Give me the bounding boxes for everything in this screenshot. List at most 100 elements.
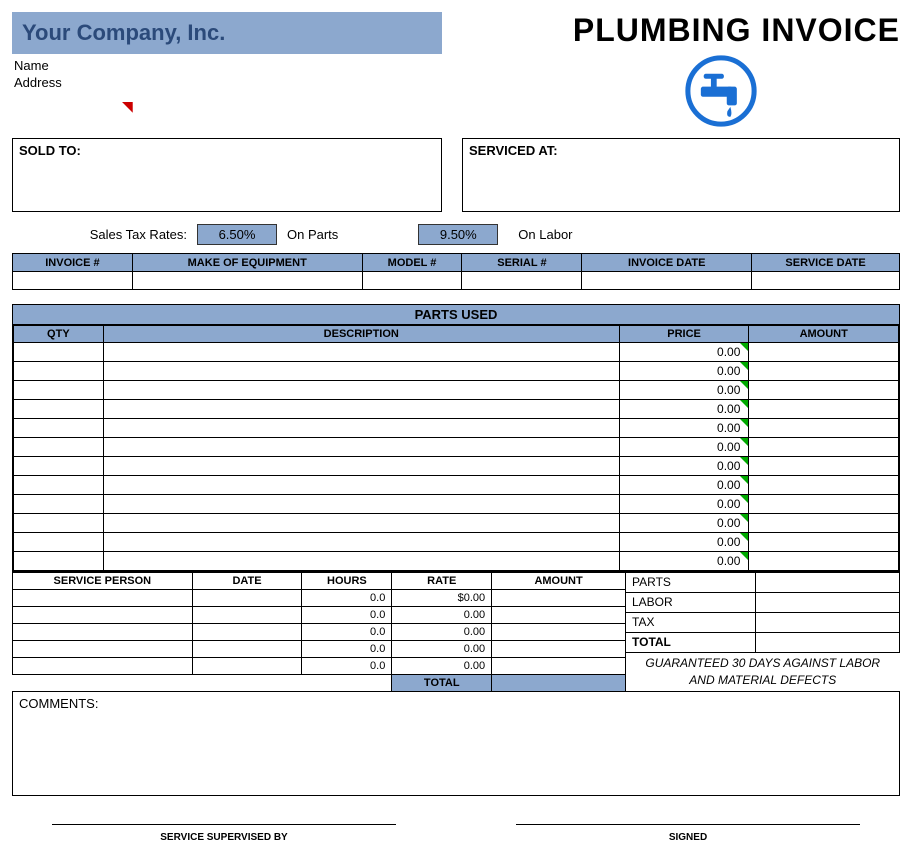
parts-cell[interactable] <box>103 438 619 457</box>
meta-cell[interactable] <box>13 272 133 290</box>
labor-cell[interactable] <box>492 658 626 675</box>
parts-cell[interactable] <box>749 362 899 381</box>
tax-labor-rate[interactable]: 9.50% <box>418 224 498 245</box>
labor-cell[interactable]: 0.0 <box>302 624 392 641</box>
parts-cell[interactable] <box>14 495 104 514</box>
parts-cell[interactable]: 0.00 <box>619 343 749 362</box>
parts-cell[interactable] <box>14 514 104 533</box>
parts-cell[interactable] <box>103 419 619 438</box>
parts-cell[interactable]: 0.00 <box>619 552 749 571</box>
meta-cell[interactable] <box>462 272 582 290</box>
summary-label: TOTAL <box>626 632 756 652</box>
meta-header: SERIAL # <box>462 254 582 272</box>
faucet-icon <box>573 55 900 130</box>
labor-cell[interactable]: 0.0 <box>302 607 392 624</box>
parts-cell[interactable] <box>103 343 619 362</box>
parts-cell[interactable] <box>14 552 104 571</box>
parts-cell[interactable]: 0.00 <box>619 362 749 381</box>
labor-cell[interactable]: 0.0 <box>302 658 392 675</box>
labor-cell[interactable] <box>492 590 626 607</box>
parts-header: AMOUNT <box>749 326 899 343</box>
labor-cell[interactable] <box>13 607 193 624</box>
parts-cell[interactable] <box>14 476 104 495</box>
parts-cell[interactable]: 0.00 <box>619 476 749 495</box>
comments-box[interactable]: COMMENTS: <box>12 691 900 796</box>
parts-cell[interactable]: 0.00 <box>619 533 749 552</box>
parts-cell[interactable] <box>749 400 899 419</box>
serviced-at-box[interactable]: SERVICED AT: <box>462 138 900 212</box>
labor-cell[interactable] <box>192 641 302 658</box>
parts-cell[interactable] <box>103 362 619 381</box>
labor-cell[interactable] <box>492 607 626 624</box>
labor-cell[interactable] <box>192 624 302 641</box>
tax-parts-rate[interactable]: 6.50% <box>197 224 277 245</box>
labor-cell[interactable] <box>13 624 193 641</box>
parts-cell[interactable] <box>103 476 619 495</box>
labor-cell[interactable] <box>13 641 193 658</box>
parts-cell[interactable] <box>103 514 619 533</box>
labor-header: HOURS <box>302 573 392 590</box>
meta-cell[interactable] <box>362 272 462 290</box>
labor-cell[interactable] <box>492 641 626 658</box>
meta-cell[interactable] <box>582 272 752 290</box>
parts-cell[interactable] <box>14 400 104 419</box>
labor-cell[interactable]: 0.00 <box>392 641 492 658</box>
parts-cell[interactable]: 0.00 <box>619 495 749 514</box>
parts-cell[interactable] <box>749 419 899 438</box>
parts-cell[interactable] <box>103 533 619 552</box>
labor-cell[interactable] <box>192 658 302 675</box>
parts-cell[interactable] <box>749 381 899 400</box>
parts-cell[interactable]: 0.00 <box>619 514 749 533</box>
labor-cell[interactable]: 0.00 <box>392 607 492 624</box>
parts-cell[interactable]: 0.00 <box>619 457 749 476</box>
labor-cell[interactable]: 0.0 <box>302 590 392 607</box>
parts-cell[interactable] <box>14 533 104 552</box>
labor-cell[interactable]: 0.0 <box>302 641 392 658</box>
parts-cell[interactable] <box>103 457 619 476</box>
sold-to-box[interactable]: SOLD TO: <box>12 138 442 212</box>
parts-cell[interactable] <box>749 438 899 457</box>
parts-cell[interactable] <box>749 343 899 362</box>
parts-cell[interactable]: 0.00 <box>619 381 749 400</box>
labor-cell[interactable] <box>492 624 626 641</box>
parts-cell[interactable] <box>749 552 899 571</box>
parts-cell[interactable] <box>103 381 619 400</box>
summary-label: PARTS <box>626 573 756 593</box>
invoice-title: PLUMBING INVOICE <box>573 12 900 49</box>
parts-cell[interactable]: 0.00 <box>619 400 749 419</box>
supervised-signature-line[interactable] <box>52 824 396 828</box>
parts-cell[interactable] <box>749 514 899 533</box>
cell-comment-marker: ◥ <box>12 98 442 115</box>
parts-cell[interactable] <box>14 343 104 362</box>
summary-label: TAX <box>626 612 756 632</box>
parts-cell[interactable] <box>749 495 899 514</box>
parts-cell[interactable] <box>103 495 619 514</box>
labor-cell[interactable]: 0.00 <box>392 624 492 641</box>
parts-cell[interactable] <box>103 400 619 419</box>
supervised-label: SERVICE SUPERVISED BY <box>52 832 396 843</box>
parts-cell[interactable] <box>749 533 899 552</box>
parts-cell[interactable] <box>14 362 104 381</box>
signed-label: SIGNED <box>516 832 860 843</box>
meta-cell[interactable] <box>752 272 900 290</box>
parts-table: QTYDESCRIPTIONPRICEAMOUNT 0.000.000.000.… <box>13 325 899 571</box>
labor-cell[interactable] <box>13 590 193 607</box>
meta-cell[interactable] <box>132 272 362 290</box>
parts-cell[interactable]: 0.00 <box>619 419 749 438</box>
parts-cell[interactable] <box>14 457 104 476</box>
labor-cell[interactable]: 0.00 <box>392 658 492 675</box>
parts-cell[interactable] <box>103 552 619 571</box>
parts-cell[interactable] <box>14 419 104 438</box>
labor-cell[interactable] <box>192 607 302 624</box>
summary-value <box>756 573 900 593</box>
labor-cell[interactable] <box>13 658 193 675</box>
parts-cell[interactable] <box>749 476 899 495</box>
labor-total-label: TOTAL <box>392 675 492 692</box>
parts-cell[interactable] <box>749 457 899 476</box>
labor-cell[interactable] <box>192 590 302 607</box>
parts-cell[interactable] <box>14 438 104 457</box>
signed-signature-line[interactable] <box>516 824 860 828</box>
labor-cell[interactable]: $0.00 <box>392 590 492 607</box>
parts-cell[interactable]: 0.00 <box>619 438 749 457</box>
parts-cell[interactable] <box>14 381 104 400</box>
